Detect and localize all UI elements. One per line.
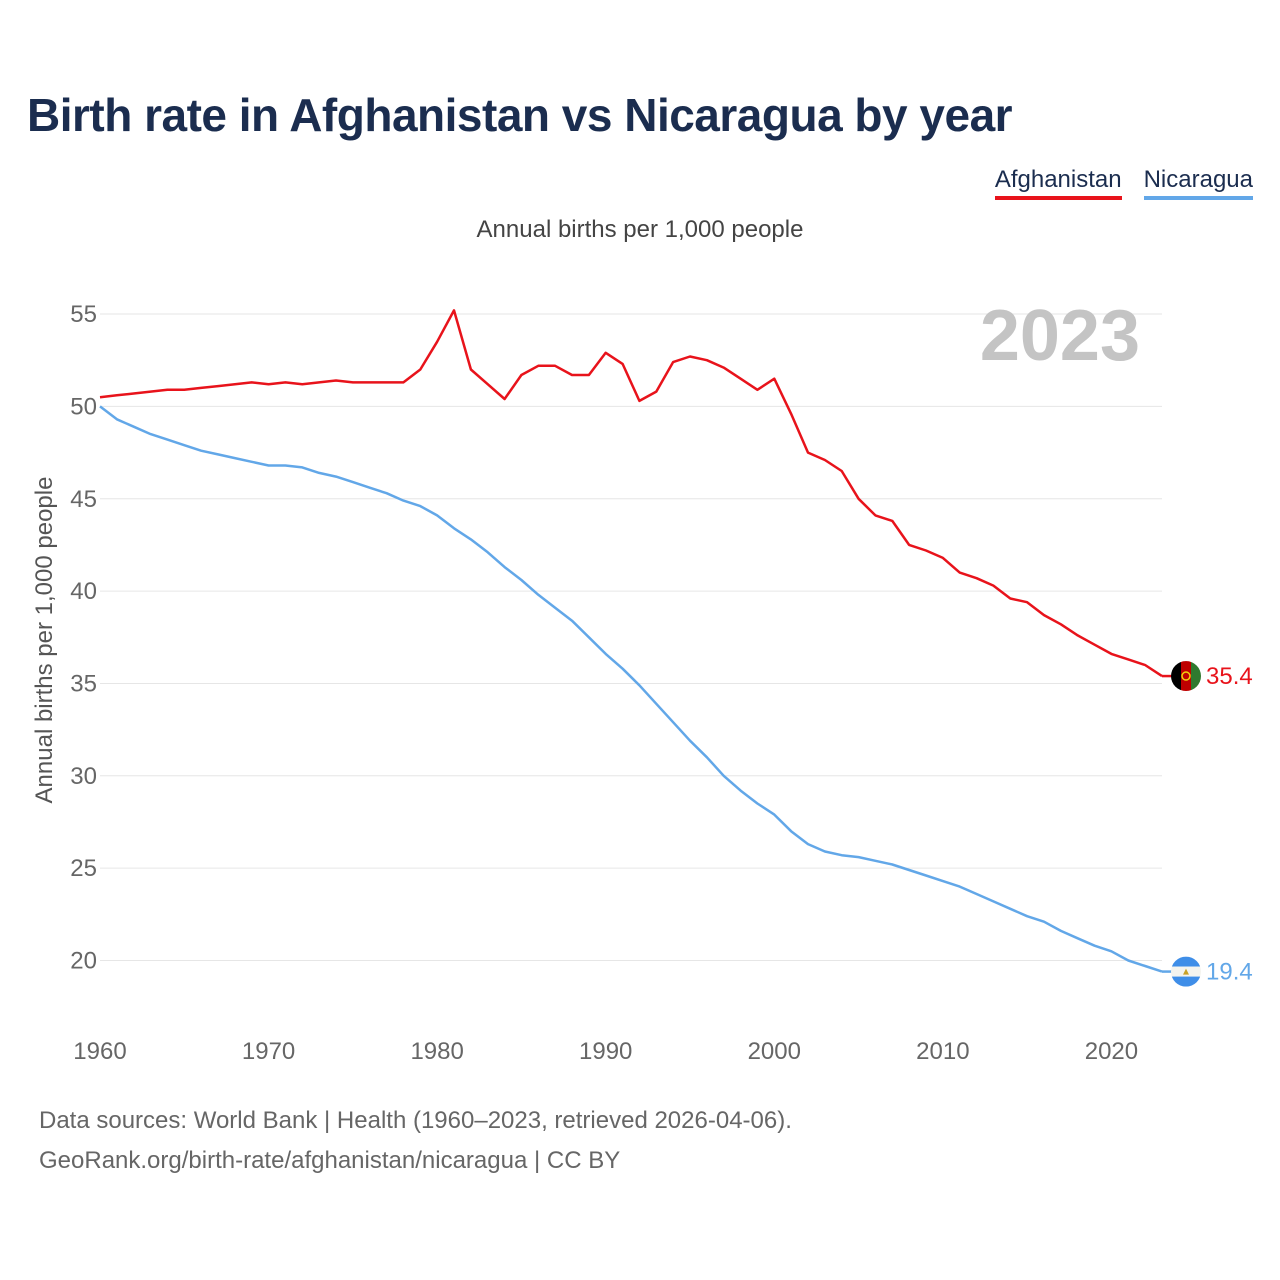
end-value-label-nicaragua: 19.4 [1206, 959, 1253, 986]
footer-source: Data sources: World Bank | Health (1960–… [39, 1107, 792, 1134]
gridlines [100, 313, 1162, 961]
x-tick-label-1980: 1980 [410, 1038, 463, 1065]
y-tick-label-40: 40 [70, 578, 97, 605]
x-tick-label-1970: 1970 [242, 1038, 295, 1065]
end-markers: 35.4 19.4 [1162, 661, 1253, 987]
legend: Afghanistan Nicaragua [994, 166, 1253, 200]
y-tick-label-50: 50 [70, 393, 97, 420]
series-lines [99, 309, 1163, 973]
y-tick-label-55: 55 [70, 301, 97, 328]
y-tick-label-45: 45 [70, 486, 97, 513]
footer-link[interactable]: GeoRank.org/birth-rate/afghanistan/nicar… [39, 1147, 621, 1174]
series-line-nicaragua [99, 405, 1163, 973]
series-line-afghanistan [99, 309, 1163, 678]
x-tick-label-1960: 1960 [73, 1038, 126, 1065]
x-tick-label-2010: 2010 [916, 1038, 969, 1065]
x-tick-label-2020: 2020 [1085, 1038, 1138, 1065]
y-tick-label-35: 35 [70, 670, 97, 697]
y-axis-label: Annual births per 1,000 people [31, 477, 58, 804]
y-tick-label-25: 25 [70, 855, 97, 882]
year-watermark: 2023 [980, 296, 1140, 376]
legend-item-afghanistan[interactable]: Afghanistan [994, 166, 1122, 200]
chart-subtitle: Annual births per 1,000 people [476, 216, 804, 243]
flag-icon-nicaragua [1162, 956, 1201, 987]
x-tick-label-1990: 1990 [579, 1038, 632, 1065]
y-tick-label-20: 20 [70, 948, 97, 975]
x-tick-label-2000: 2000 [748, 1038, 801, 1065]
x-axis-ticks: 1960 1970 1980 1990 2000 2010 2020 [73, 1038, 1138, 1065]
end-value-label-afghanistan: 35.4 [1206, 663, 1253, 690]
chart-title: Birth rate in Afghanistan vs Nicaragua b… [27, 89, 1013, 141]
y-axis-ticks: 20 25 30 35 40 45 50 55 [70, 301, 97, 974]
legend-item-nicaragua[interactable]: Nicaragua [1143, 166, 1253, 200]
flag-icon-afghanistan [1162, 661, 1201, 692]
y-tick-label-30: 30 [70, 763, 97, 790]
